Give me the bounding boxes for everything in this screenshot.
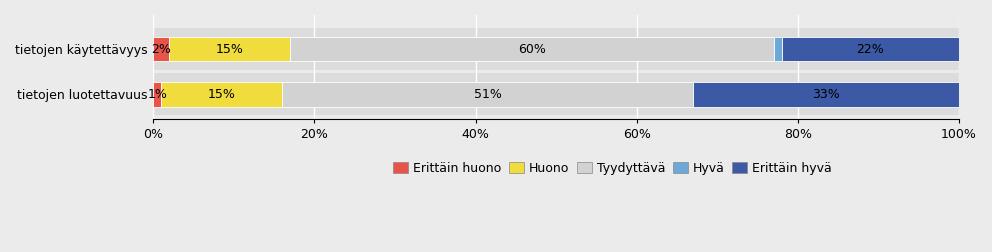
Bar [693, 82, 959, 107]
Bar [153, 37, 170, 61]
Bar [782, 37, 959, 61]
Bar [282, 82, 693, 107]
Text: 33%: 33% [812, 88, 840, 101]
Bar [153, 82, 162, 107]
Legend: Erittäin huono, Huono, Tyydyttävä, Hyvä, Erittäin hyvä: Erittäin huono, Huono, Tyydyttävä, Hyvä,… [388, 157, 837, 180]
Bar [153, 28, 959, 70]
Text: 15%: 15% [216, 43, 244, 55]
Text: 15%: 15% [207, 88, 236, 101]
Text: 1%: 1% [147, 88, 167, 101]
Bar [153, 73, 959, 115]
Text: 22%: 22% [856, 43, 884, 55]
Text: 51%: 51% [474, 88, 502, 101]
Text: 60%: 60% [518, 43, 546, 55]
Bar [774, 37, 782, 61]
Text: 2%: 2% [152, 43, 172, 55]
Bar [291, 37, 774, 61]
Bar [170, 37, 291, 61]
Bar [162, 82, 282, 107]
